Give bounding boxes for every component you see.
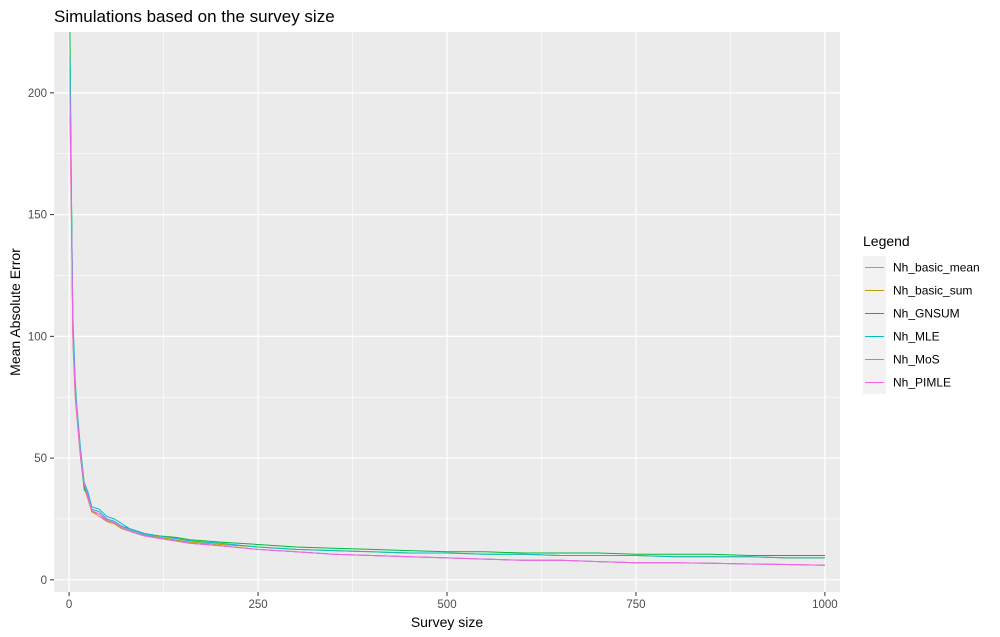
y-axis-title: Mean Absolute Error: [7, 248, 23, 376]
legend-label: Nh_basic_sum: [893, 284, 972, 298]
chart-title: Simulations based on the survey size: [54, 7, 335, 26]
x-tick-label: 750: [626, 599, 645, 611]
legend-item: Nh_GNSUM: [863, 302, 960, 325]
x-tick-label: 500: [437, 599, 456, 611]
legend: Legend Nh_basic_mean Nh_basic_sum Nh_GNSUM…: [863, 233, 980, 394]
legend-label: Nh_GNSUM: [893, 307, 960, 321]
major-gridlines: [54, 32, 840, 592]
y-tick-label: 100: [28, 331, 47, 343]
legend-label: Nh_PIMLE: [893, 376, 951, 390]
legend-item: Nh_basic_mean: [863, 256, 980, 279]
series-lines: [69, 31, 825, 566]
legend-item: Nh_MoS: [863, 348, 940, 371]
x-tick-label: 250: [248, 599, 267, 611]
y-tick-label: 200: [28, 88, 47, 100]
y-tick-label: 50: [34, 453, 47, 465]
legend-title: Legend: [863, 233, 910, 249]
legend-label: Nh_MoS: [893, 353, 940, 367]
series-line-nh-gnsum: [69, 31, 825, 556]
series-line-nh-pimle: [69, 92, 825, 566]
x-tick-label: 1000: [812, 599, 838, 611]
x-axis-title: Survey size: [411, 614, 484, 630]
legend-item: Nh_basic_sum: [863, 279, 972, 302]
legend-item: Nh_MLE: [863, 325, 940, 348]
y-axis: 0 50 100 150 200: [28, 88, 54, 587]
y-tick-label: 0: [41, 575, 47, 587]
y-tick-label: 150: [28, 210, 47, 222]
legend-label: Nh_basic_mean: [893, 261, 980, 275]
x-axis: 0 250 500 750 1000: [66, 592, 838, 611]
legend-item: Nh_PIMLE: [863, 371, 951, 394]
x-tick-label: 0: [66, 599, 72, 611]
legend-label: Nh_MLE: [893, 330, 940, 344]
